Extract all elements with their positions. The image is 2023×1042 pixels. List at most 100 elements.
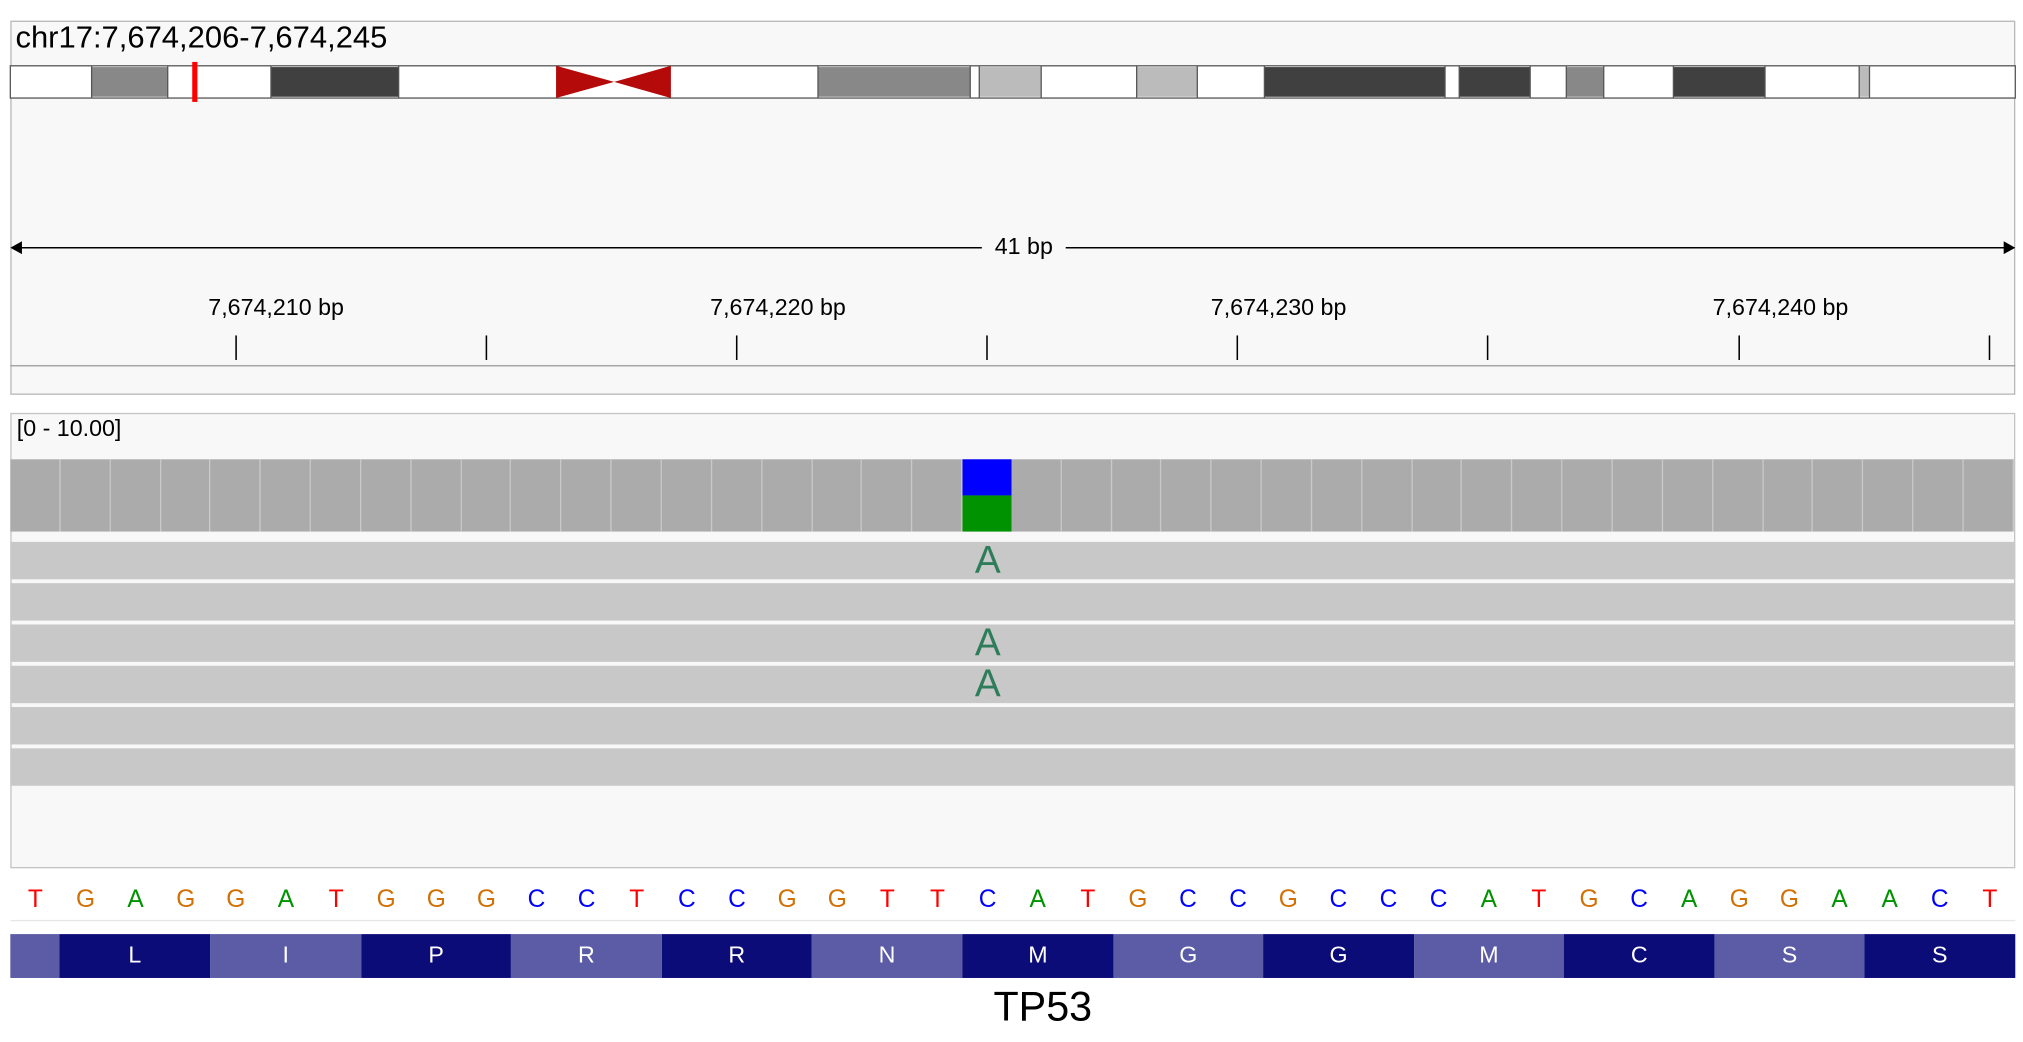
amino-acid: G [1113,934,1264,978]
tick-label: 7,674,230 bp [1210,294,1347,320]
reference-base: G [777,886,797,914]
partial-codon [10,934,60,978]
reference-base: T [1982,886,1998,914]
data-range-label: [0 - 10.00] [16,415,122,442]
reference-base: C [978,886,997,914]
cytoband-gpos25-3 [1859,67,1870,97]
coverage-bar[interactable] [1562,459,1613,532]
tick-label: 7,674,240 bp [1712,294,1849,320]
coverage-bar[interactable] [1111,459,1162,532]
reference-base: C [1930,886,1949,914]
cytoband-gpos75 [270,67,399,97]
reference-base: T [629,886,645,914]
aligned-read[interactable]: A [10,622,2016,664]
reference-base: C [728,886,746,914]
span-label: 41 bp [981,233,1066,261]
aligned-read[interactable] [10,707,2016,745]
coverage-bar[interactable] [862,459,913,532]
coverage-bar[interactable] [1312,459,1363,532]
coverage-track[interactable] [10,459,2014,532]
cytoband-gpos75-4 [1673,67,1765,97]
reference-base: G [1278,886,1298,914]
coverage-bar[interactable] [1712,459,1764,532]
coverage-bar[interactable] [762,459,813,532]
mismatch-base: A [974,621,1001,665]
span-arrow-right-icon [2003,241,2016,255]
span-arrow-left-icon [10,241,22,255]
reference-base: T [929,886,945,914]
aligned-read[interactable]: A [10,663,2016,706]
coverage-bar[interactable] [912,459,963,532]
reference-base: C [1630,886,1648,914]
coverage-bar[interactable] [160,459,211,532]
ruler-ticks [235,335,1991,360]
coverage-bar[interactable] [611,459,662,532]
amino-acid: P [361,934,511,978]
coverage-bar[interactable] [210,459,261,532]
coverage-bar[interactable] [1963,459,2014,532]
reference-base: A [1480,886,1497,914]
reference-base: G [476,886,496,914]
coverage-bar[interactable] [1412,459,1463,532]
aligned-read[interactable] [10,583,2016,621]
coverage-bar[interactable] [260,459,312,532]
reference-base: A [1029,886,1046,914]
coverage-bar[interactable] [311,459,362,532]
cytoband-gpos50-2 [817,67,971,97]
reference-base: T [328,886,344,914]
cytoband-gpos25 [979,67,1042,97]
reference-base: T [1080,886,1096,914]
tick-label: 7,674,210 bp [208,294,344,320]
reference-base: A [277,886,295,914]
centromere-q [614,65,671,99]
cytoband-gpos75-3 [1459,67,1531,97]
coverage-bar[interactable] [110,459,161,532]
coverage-bar[interactable] [1813,459,1864,532]
coverage-bar[interactable] [561,459,612,532]
coverage-bar[interactable] [812,459,863,532]
reference-base: T [27,886,43,914]
coverage-bar[interactable] [511,459,562,532]
coverage-bar[interactable] [1662,459,1713,532]
cytoband-gpos25-2 [1136,67,1198,97]
coverage-bar[interactable] [1512,459,1563,532]
coverage-bar[interactable] [1261,459,1313,532]
amino-acid: I [210,934,362,978]
reference-base: A [1881,886,1898,914]
coverage-bar[interactable] [60,459,111,532]
coverage-bar[interactable] [1763,459,1814,532]
mismatch-base: A [974,663,1001,706]
coverage-bar[interactable] [1061,459,1112,532]
aligned-read[interactable]: A [10,539,2016,582]
gene-label[interactable]: TP53 [993,983,1093,1030]
coverage-bar[interactable] [411,459,462,532]
allele-c-fraction [962,459,1012,496]
coverage-bar[interactable] [1362,459,1413,532]
coverage-bar[interactable] [1462,459,1513,532]
variant-coverage-bar[interactable] [962,459,1012,532]
amino-acid: R [661,934,812,978]
coverage-bar[interactable] [661,459,712,532]
aligned-read[interactable] [10,748,2016,786]
coverage-bar[interactable] [711,459,763,532]
coverage-bar[interactable] [461,459,512,532]
reference-base: G [75,886,96,914]
coverage-bar[interactable] [1863,459,1914,532]
coverage-bar[interactable] [10,459,61,532]
mismatch-base: A [974,539,1001,582]
amino-acid: N [811,934,963,978]
sequence-divider [10,919,2016,922]
coverage-bar[interactable] [361,459,412,532]
coverage-bar[interactable] [1913,459,1964,532]
locus-label: chr17:7,674,206-7,674,245 [15,20,388,56]
coverage-bar[interactable] [1011,459,1062,532]
reference-base: G [827,886,847,914]
coverage-bar[interactable] [1612,459,1663,532]
tick-label: 7,674,220 bp [710,294,846,320]
chromosome-ideogram[interactable] [9,61,2016,102]
coverage-bar[interactable] [1161,459,1212,532]
amino-acid: R [510,934,662,978]
ruler-baseline [10,365,2016,367]
coverage-bar[interactable] [1211,459,1262,532]
